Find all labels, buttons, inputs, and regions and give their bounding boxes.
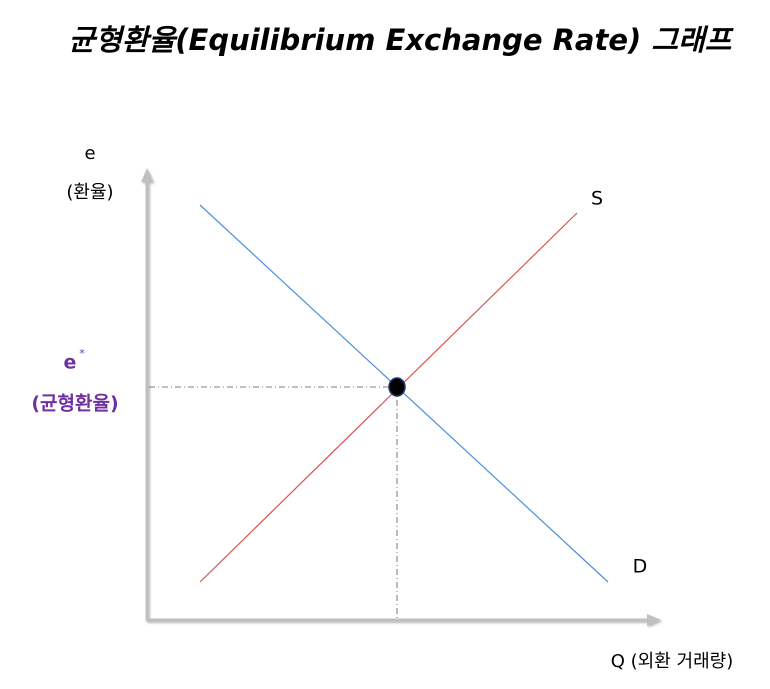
supply-label: S xyxy=(591,188,603,210)
y-axis-sublabel: (환율) xyxy=(66,182,113,203)
y-axis-label: e xyxy=(84,143,95,164)
y-axis-arrow xyxy=(141,168,153,182)
demand-curve xyxy=(199,204,609,583)
equilibrium-label: (균형환율) xyxy=(31,393,118,415)
equilibrium-point xyxy=(388,377,406,397)
equilibrium-superscript: * xyxy=(79,347,85,360)
x-axis-arrow xyxy=(647,614,661,626)
x-axis-label: Q (외환 거래량) xyxy=(611,651,733,672)
title: 균형환율(Equilibrium Exchange Rate) 그래프 xyxy=(69,23,734,57)
equilibrium-symbol: e xyxy=(64,352,77,374)
supply-curve xyxy=(199,212,578,583)
demand-label: D xyxy=(633,556,648,578)
axes xyxy=(141,168,661,626)
